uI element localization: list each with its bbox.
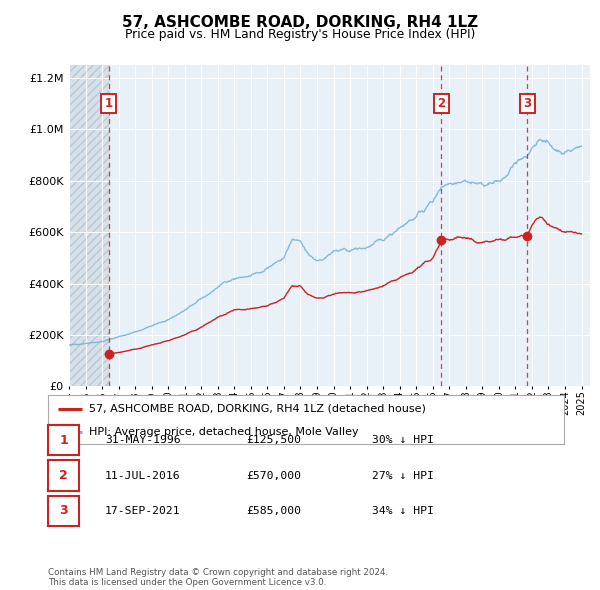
Text: 34% ↓ HPI: 34% ↓ HPI (372, 506, 434, 516)
Text: 57, ASHCOMBE ROAD, DORKING, RH4 1LZ: 57, ASHCOMBE ROAD, DORKING, RH4 1LZ (122, 15, 478, 30)
Text: 1: 1 (105, 97, 113, 110)
Bar (69, 65, 109, 386)
Text: 3: 3 (59, 504, 68, 517)
Text: £585,000: £585,000 (246, 506, 301, 516)
Text: 57, ASHCOMBE ROAD, DORKING, RH4 1LZ (detached house): 57, ASHCOMBE ROAD, DORKING, RH4 1LZ (det… (89, 404, 426, 414)
Text: 3: 3 (523, 97, 531, 110)
Text: 27% ↓ HPI: 27% ↓ HPI (372, 471, 434, 480)
Text: £570,000: £570,000 (246, 471, 301, 480)
Text: Price paid vs. HM Land Registry's House Price Index (HPI): Price paid vs. HM Land Registry's House … (125, 28, 475, 41)
Text: HPI: Average price, detached house, Mole Valley: HPI: Average price, detached house, Mole… (89, 427, 359, 437)
Text: 17-SEP-2021: 17-SEP-2021 (105, 506, 181, 516)
Text: 2: 2 (59, 469, 68, 482)
Text: Contains HM Land Registry data © Crown copyright and database right 2024.
This d: Contains HM Land Registry data © Crown c… (48, 568, 388, 587)
Text: 30% ↓ HPI: 30% ↓ HPI (372, 435, 434, 445)
Text: 1: 1 (59, 434, 68, 447)
Text: 11-JUL-2016: 11-JUL-2016 (105, 471, 181, 480)
Bar (69, 65, 109, 386)
Text: 2: 2 (437, 97, 446, 110)
Text: 31-MAY-1996: 31-MAY-1996 (105, 435, 181, 445)
Text: £125,500: £125,500 (246, 435, 301, 445)
